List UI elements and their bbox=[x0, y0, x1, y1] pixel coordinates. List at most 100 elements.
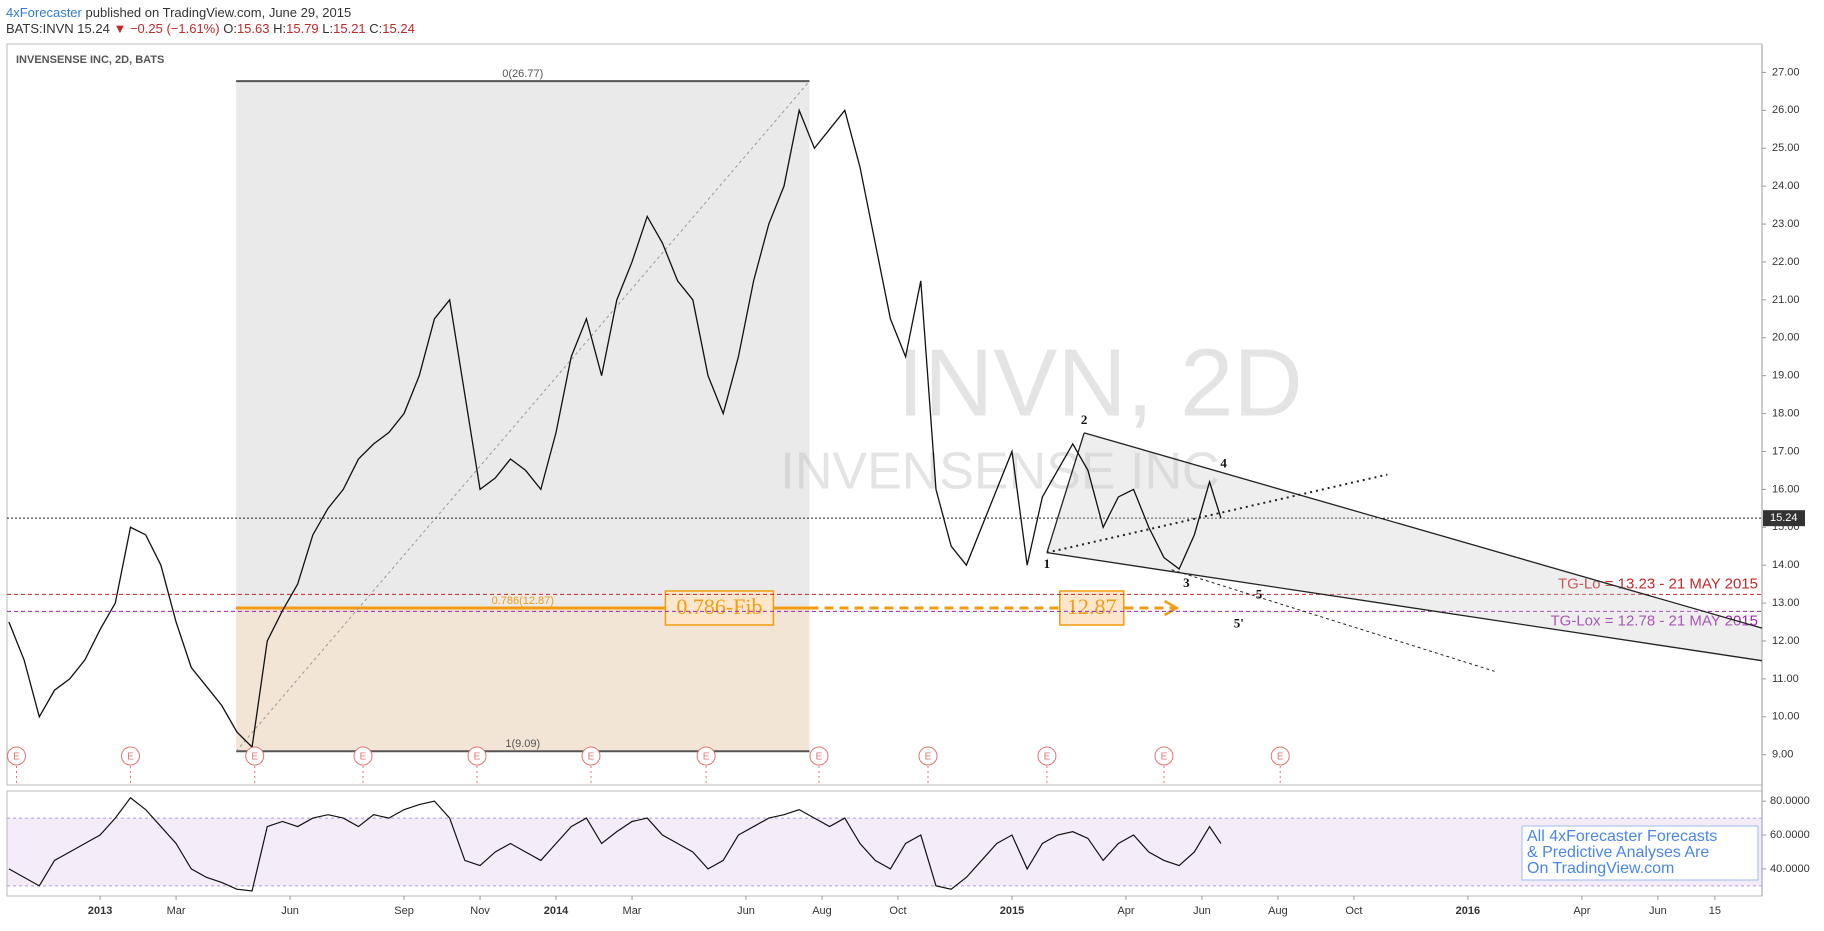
x-tick-label: Sep bbox=[394, 905, 414, 917]
fib-level-label: 1(9.09) bbox=[505, 738, 540, 750]
published: published on TradingView.com, June 29, 2… bbox=[86, 5, 352, 20]
earnings-marker bbox=[809, 746, 829, 766]
fib-level-label: 0(26.77) bbox=[502, 68, 543, 80]
y-tick-label: 9.00 bbox=[1772, 749, 1793, 761]
earnings-label: E bbox=[1277, 752, 1284, 763]
price-line bbox=[8, 108, 1222, 749]
earnings-label: E bbox=[1161, 752, 1168, 763]
x-tick-label: 2016 bbox=[1456, 905, 1480, 917]
fib-target-box bbox=[1059, 590, 1125, 626]
y-tick-label: 11.00 bbox=[1772, 673, 1799, 685]
last: 15.24 bbox=[77, 21, 110, 36]
l-key: L: bbox=[322, 21, 333, 36]
o-key: O: bbox=[223, 21, 237, 36]
x-tick-label: Aug bbox=[1268, 905, 1288, 917]
target-label: TG-Lo = 13.23 - 21 MAY 2015 bbox=[1558, 575, 1758, 592]
rsi-tick-label: 80.0000 bbox=[1770, 795, 1810, 807]
x-tick-label: Mar bbox=[623, 905, 642, 917]
y-tick-label: 16.00 bbox=[1772, 483, 1800, 495]
earnings-label: E bbox=[13, 752, 20, 763]
x-tick-label: Jun bbox=[1649, 905, 1667, 917]
h-value: 15.79 bbox=[286, 21, 319, 36]
wave-label: 5 bbox=[1256, 586, 1263, 601]
wave-label: 3 bbox=[1183, 575, 1190, 590]
x-tick-label: 15 bbox=[1709, 905, 1721, 917]
x-tick-label: Oct bbox=[889, 905, 906, 917]
earnings-label: E bbox=[251, 752, 258, 763]
wave-label: 2 bbox=[1081, 412, 1088, 427]
fib-callout: 0.786-Fib bbox=[676, 594, 762, 619]
y-tick-label: 21.00 bbox=[1772, 294, 1800, 306]
x-tick-label: 2013 bbox=[88, 905, 112, 917]
note-line: On TradingView.com bbox=[1527, 860, 1674, 877]
rsi-line bbox=[8, 796, 1222, 892]
earnings-label: E bbox=[588, 752, 595, 763]
x-tick-label: Mar bbox=[167, 905, 186, 917]
dotted-trend bbox=[1046, 473, 1388, 554]
symbol: BATS:INVN bbox=[6, 21, 74, 36]
x-tick-label: Jun bbox=[281, 905, 299, 917]
wave-label: 5' bbox=[1234, 616, 1244, 631]
watermark: INVN, 2D bbox=[897, 329, 1302, 436]
last-price-tag bbox=[1763, 510, 1805, 527]
earnings-label: E bbox=[1044, 752, 1051, 763]
c-key: C: bbox=[369, 21, 382, 36]
dotted-trend bbox=[1171, 569, 1495, 672]
fib-callout-box bbox=[664, 590, 775, 626]
y-tick-label: 23.00 bbox=[1772, 218, 1800, 230]
target-label: TG-Lox = 12.78 - 21 MAY 2015 bbox=[1551, 612, 1758, 629]
earnings-marker bbox=[245, 746, 265, 766]
arrow-head bbox=[1163, 599, 1180, 617]
c-value: 15.24 bbox=[382, 21, 415, 36]
fib-zone-upper bbox=[236, 81, 810, 608]
y-tick-label: 14.00 bbox=[1772, 559, 1800, 571]
y-tick-label: 27.00 bbox=[1772, 66, 1800, 78]
earnings-label: E bbox=[703, 752, 710, 763]
y-tick-label: 24.00 bbox=[1772, 180, 1800, 192]
publisher: 4xForecaster bbox=[6, 5, 83, 20]
fib-diagonal bbox=[235, 80, 810, 752]
earnings-marker bbox=[581, 746, 601, 766]
watermark-sub: INVENSENSE INC bbox=[780, 443, 1219, 501]
header-line-2: BATS:INVN 15.24 ▼ −0.25 (−1.61%) O:15.63… bbox=[6, 21, 415, 36]
earnings-marker bbox=[696, 746, 716, 766]
x-tick-label: Oct bbox=[1345, 905, 1362, 917]
x-tick-label: Apr bbox=[1117, 905, 1134, 917]
x-tick-label: 2014 bbox=[544, 905, 569, 917]
earnings-marker bbox=[1270, 746, 1290, 766]
x-tick-label: Nov bbox=[470, 905, 490, 917]
earnings-label: E bbox=[474, 752, 481, 763]
wedge-upper bbox=[1083, 432, 1763, 629]
y-tick-label: 22.00 bbox=[1772, 256, 1800, 268]
y-tick-label: 19.00 bbox=[1772, 370, 1800, 382]
earnings-marker bbox=[1037, 746, 1057, 766]
note-line: All 4xForecaster Forecasts bbox=[1527, 828, 1717, 845]
y-tick-label: 26.00 bbox=[1772, 104, 1800, 116]
fib-level-label: 0.786(12.87) bbox=[492, 595, 554, 607]
x-tick-label: 2015 bbox=[1000, 905, 1024, 917]
y-tick-label: 13.00 bbox=[1772, 597, 1800, 609]
last-price-label: 15.24 bbox=[1770, 512, 1798, 524]
y-tick-label: 25.00 bbox=[1772, 142, 1800, 154]
x-tick-label: Jun bbox=[737, 905, 755, 917]
earnings-marker bbox=[6, 746, 26, 766]
earnings-label: E bbox=[127, 752, 134, 763]
header-line-1: 4xForecaster published on TradingView.co… bbox=[6, 5, 351, 20]
rsi-tick-label: 40.0000 bbox=[1770, 863, 1810, 875]
y-tick-label: 10.00 bbox=[1772, 711, 1800, 723]
wave-label: 1 bbox=[1044, 556, 1051, 571]
h-key: H: bbox=[273, 21, 286, 36]
earnings-marker bbox=[918, 746, 938, 766]
wedge-fill bbox=[1046, 432, 1762, 661]
fib-target: 12.87 bbox=[1067, 594, 1117, 619]
chart-title: INVENSENSE INC, 2D, BATS bbox=[16, 54, 164, 66]
earnings-marker bbox=[120, 746, 140, 766]
rsi-tick-label: 60.0000 bbox=[1770, 829, 1810, 841]
note-box bbox=[1521, 825, 1759, 881]
earnings-label: E bbox=[816, 752, 823, 763]
fib-zone-lower bbox=[236, 607, 810, 752]
main-panel: 9.0010.0011.0012.0013.0014.0015.0016.001… bbox=[6, 66, 1810, 917]
